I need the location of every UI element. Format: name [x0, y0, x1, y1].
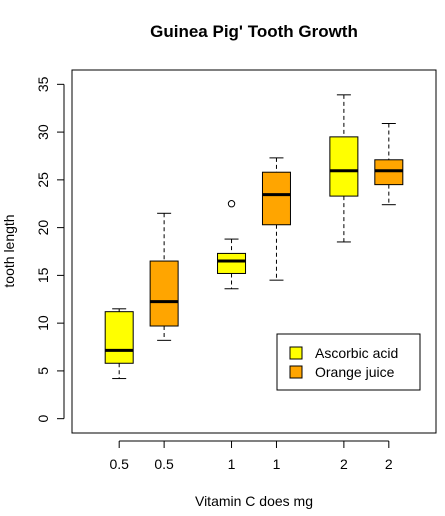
legend-box	[276, 333, 421, 391]
y-tick-label: 0	[35, 415, 51, 423]
box-ascorbic-acid-1	[217, 200, 247, 290]
legend: Ascorbic acid Orange juice	[276, 333, 421, 391]
box-body	[261, 171, 291, 226]
y-tick-label: 15	[35, 267, 51, 283]
box-orange-juice-1	[261, 157, 291, 281]
x-tick-label: 2	[385, 456, 393, 472]
plot-frame	[71, 69, 437, 434]
y-axis-label: tooth length	[1, 214, 17, 287]
box-body	[329, 136, 359, 197]
box-body	[217, 252, 247, 274]
box-ascorbic-acid-0.5	[104, 308, 134, 380]
legend-swatch	[289, 346, 303, 360]
y-axis: 0 5 10 15 20 25 30 35	[35, 76, 65, 423]
chart-title: Guinea Pig' Tooth Growth	[150, 22, 358, 41]
box-body	[104, 311, 134, 364]
outlier-point	[227, 200, 236, 208]
legend-label: Orange juice	[315, 364, 395, 380]
y-tick-label: 35	[35, 76, 51, 92]
box-orange-juice-2	[374, 122, 404, 206]
y-tick-label: 10	[35, 315, 51, 331]
legend-swatch	[289, 365, 303, 379]
y-tick-label: 25	[35, 172, 51, 188]
x-axis: 0.5 0.5 1 1 2 2	[109, 440, 393, 472]
box-body	[149, 260, 179, 327]
box-ascorbic-acid-2	[329, 94, 359, 243]
y-tick-label: 30	[35, 124, 51, 140]
x-tick-label: 0.5	[109, 456, 129, 472]
x-tick-label: 0.5	[154, 456, 174, 472]
legend-label: Ascorbic acid	[315, 345, 398, 361]
y-tick-label: 5	[35, 367, 51, 375]
box-orange-juice-0.5	[149, 212, 179, 341]
x-tick-label: 1	[228, 456, 236, 472]
x-tick-label: 1	[273, 456, 281, 472]
x-axis-label: Vitamin C does mg	[195, 493, 313, 509]
y-tick-label: 20	[35, 220, 51, 236]
x-tick-label: 2	[340, 456, 348, 472]
box-series	[104, 94, 404, 380]
